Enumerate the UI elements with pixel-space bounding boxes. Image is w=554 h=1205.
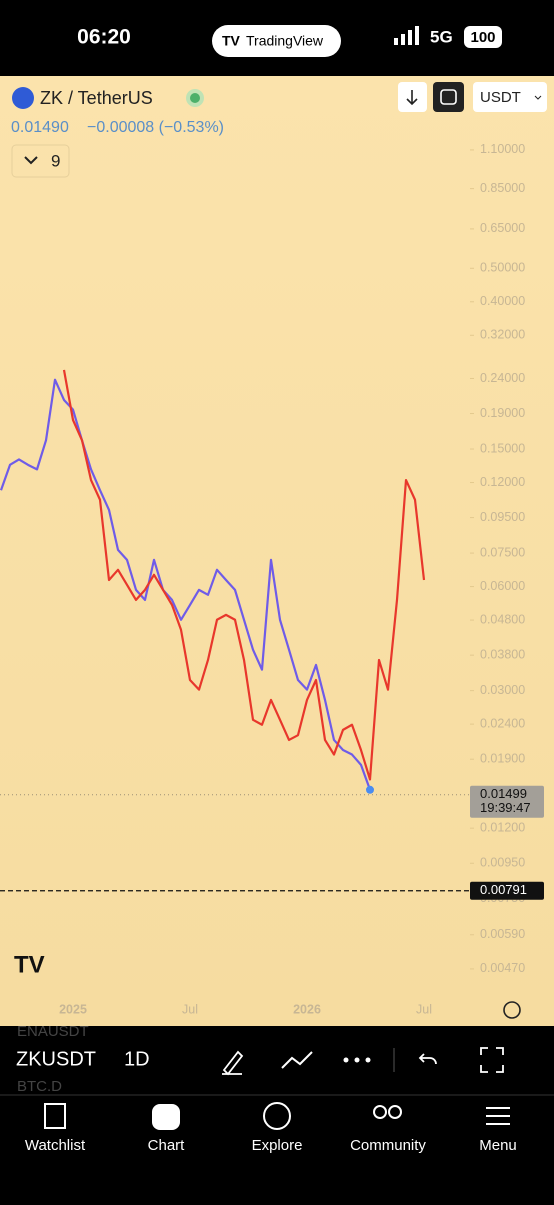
y-tick-label: 0.50000 [480,261,525,275]
y-tick-label: 0.03000 [480,683,525,697]
fullscreen-icon [440,89,457,105]
chart-icon [152,1104,180,1130]
currency: USDT [480,89,521,106]
symbol[interactable]: ZK / TetherUS [40,88,153,108]
indicator-toggle[interactable] [11,144,70,178]
last-point [366,785,374,794]
y-tick-label: 0.06000 [480,579,525,593]
y-tick-label: 0.07500 [480,545,525,559]
battery [464,26,502,48]
network: 5G [430,27,453,46]
menu-icon [486,1107,510,1125]
y-tick-label: 0.00950 [480,856,525,870]
nav-label[interactable]: Community [350,1137,426,1154]
interval[interactable]: 1D [124,1048,150,1070]
currency-chevron [534,95,542,100]
settings-icon[interactable] [503,1001,521,1019]
nav-bar [0,1095,554,1200]
explore-icon [263,1102,291,1130]
y-tick-label: 0.04800 [480,612,525,626]
y-tick-label: 0.65000 [480,221,525,235]
x-tick-label: Jul [182,1002,198,1016]
chevron [24,156,38,165]
undo-tool[interactable] [418,1053,437,1065]
plot: 1.10000 0.85000 0.65000 0.50000 0.40000 0.320… [0,142,544,1016]
nav-label[interactable]: Menu [479,1137,517,1154]
overlay-label: ENAUSDT [17,1023,89,1040]
app-name: TradingView [246,33,324,49]
toolbar [0,1026,554,1095]
expand-tool[interactable] [480,1047,504,1073]
battery-level: 100 [470,29,495,46]
y-tick-label: 0.09500 [480,510,525,524]
y-tick-label: 0.85000 [480,181,525,195]
y-tick-label: 0.40000 [480,294,525,308]
app-pill [212,25,341,57]
y-tick-label: 0.00590 [480,927,525,941]
toolbar-symbol[interactable]: ZKUSDT [16,1048,96,1070]
y-tick-label: 0.02400 [480,716,525,730]
y-tick-label: 0.24000 [480,371,525,385]
watermark: TV [14,951,45,978]
fullscreen-btn[interactable] [433,82,464,112]
nav-items: Watchlist Chart Explore Community Menu [25,1137,517,1154]
price: 0.01490 [11,119,69,136]
last-price-label: 0.01499 [480,786,527,801]
tv-logo: TV [222,33,241,49]
watchlist-icon [44,1103,66,1129]
y-tick-label: 0.19000 [480,406,525,420]
community-icon [388,1105,402,1119]
overlay-label: BTC.D [17,1078,62,1095]
nav-label[interactable]: Explore [252,1137,303,1154]
y-tick-label: 0.12000 [480,475,525,489]
download-icon [406,90,418,106]
level-box [470,881,544,900]
chart-area [0,76,554,1026]
y-tick-label: 0.15000 [480,441,525,455]
nav-label[interactable]: Watchlist [25,1137,86,1154]
x-tick-label: 2025 [59,1002,87,1016]
change: −0.00008 (−0.53%) [87,119,224,136]
y-tick-label: 0.32000 [480,328,525,342]
y-tick-label: 0.01900 [480,752,525,766]
y-tick-label: 0.03800 [480,647,525,661]
draw-tool[interactable] [222,1050,244,1076]
indicator-tool[interactable] [281,1051,313,1069]
last-price-box [470,785,544,818]
x-tick-label: 2026 [293,1002,321,1016]
x-tick-label: Jul [416,1002,432,1016]
currency-btn[interactable] [473,82,547,112]
level-label: 0.00791 [480,882,527,897]
countdown: 19:39:47 [480,800,531,815]
y-tick-label: 0.01200 [480,820,525,834]
indicator-count: 9 [51,151,60,170]
status-dot-inner [190,93,200,103]
more-tool[interactable] [343,1057,371,1063]
clock: 06:20 [77,26,131,49]
y-tick-label: 0.00470 [480,961,525,975]
price-line [62,369,426,781]
y-tick-label: 1.10000 [480,142,525,156]
nav-label[interactable]: Chart [148,1137,186,1154]
community-icon [373,1105,387,1119]
price-line [0,378,372,791]
signal [394,26,419,45]
symbol-icon [12,87,34,109]
